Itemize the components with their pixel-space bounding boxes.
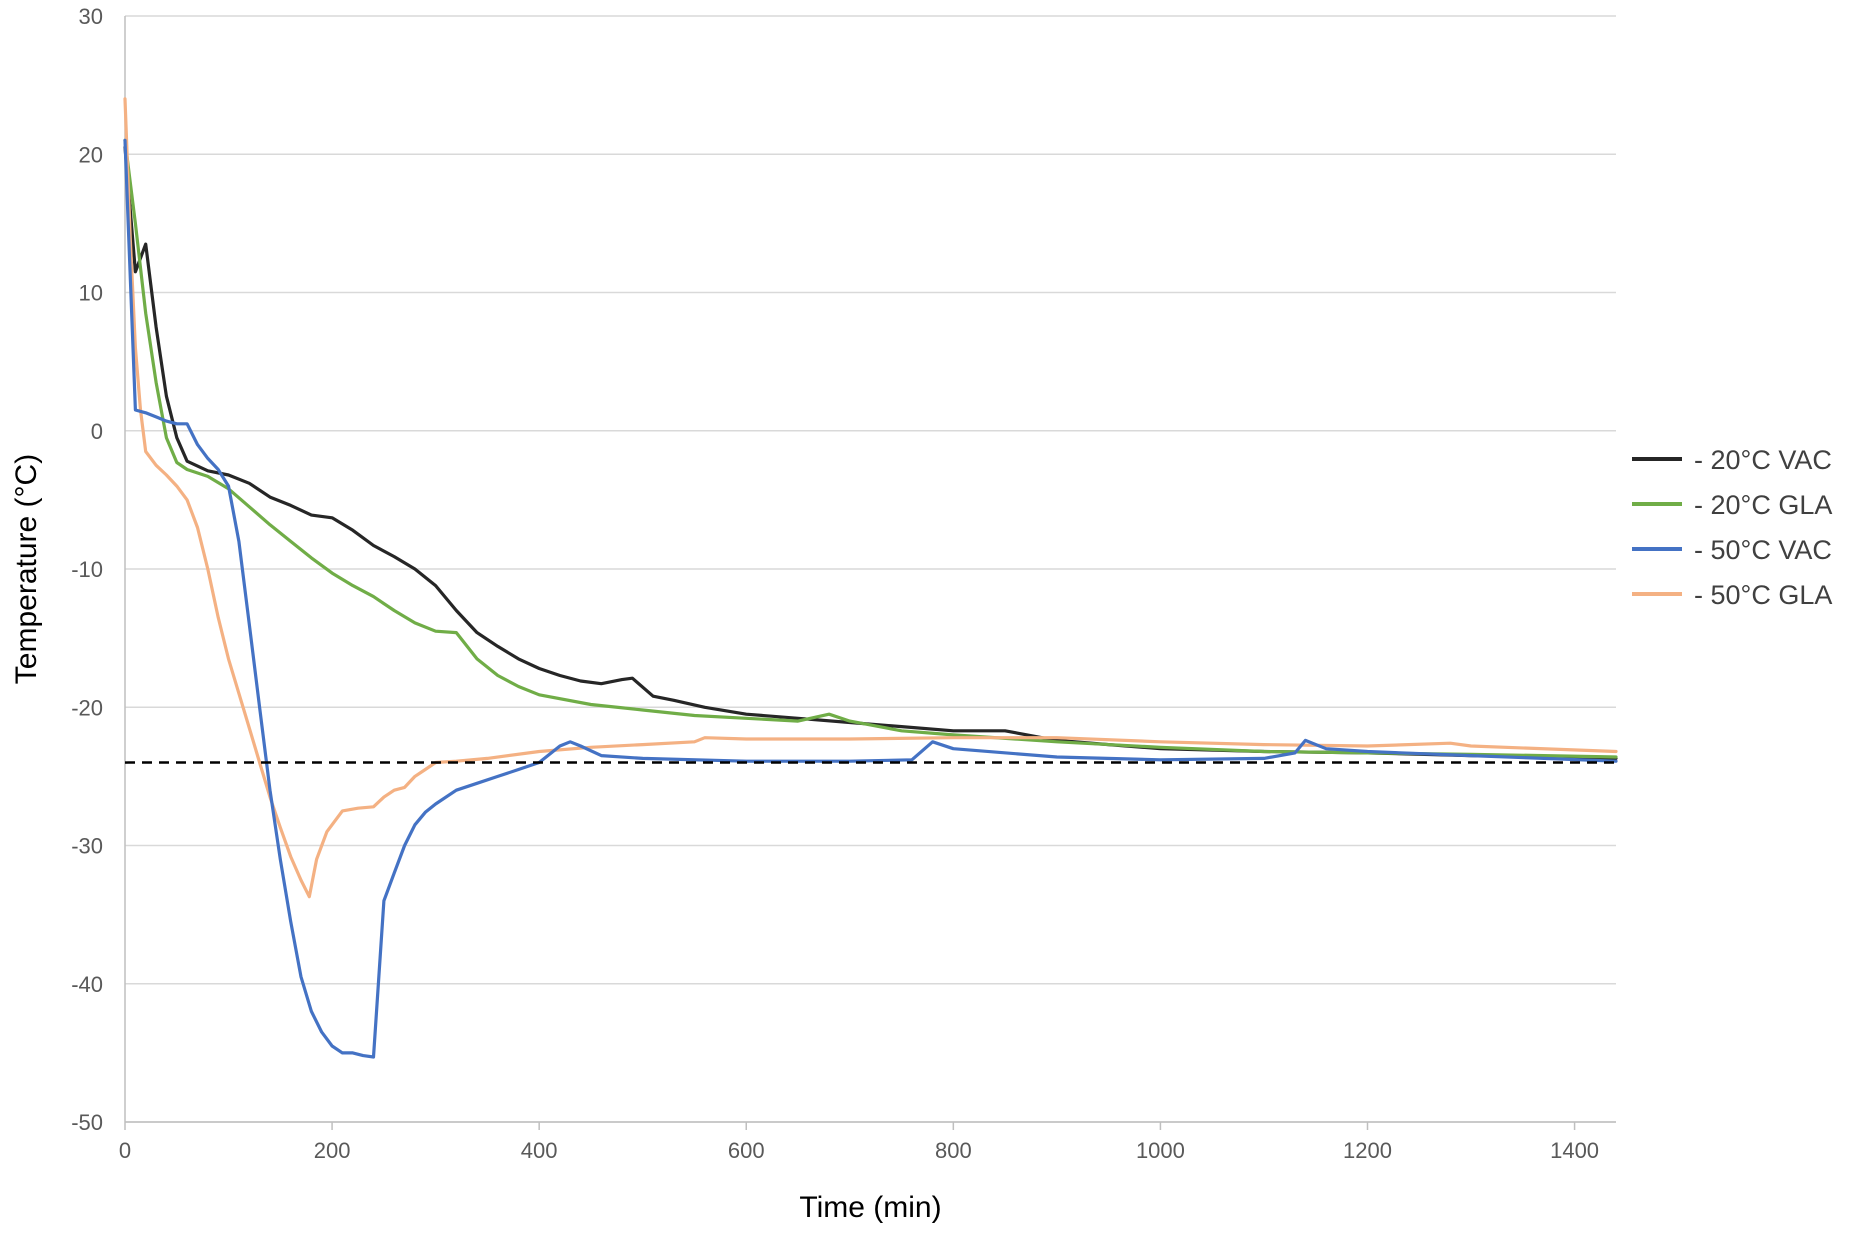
x-tick-label: 0 <box>119 1138 131 1163</box>
y-tick-label: -20 <box>71 695 103 720</box>
x-tick-label: 1200 <box>1343 1138 1392 1163</box>
y-tick-label: 30 <box>79 4 103 29</box>
legend-entry: - 20°C GLA <box>1694 490 1832 520</box>
axes <box>124 16 1616 1130</box>
y-tick-label: -50 <box>71 1110 103 1135</box>
x-axis-ticks: 0 200 400 600 800 1000 1200 1400 <box>119 1138 1599 1163</box>
y-axis-ticks: 30 20 10 0 -10 -20 -30 -40 -50 <box>71 4 103 1135</box>
legend-entry: - 50°C GLA <box>1694 580 1832 610</box>
x-tick-label: 400 <box>521 1138 558 1163</box>
y-tick-label: -40 <box>71 972 103 997</box>
gridlines <box>125 15 1616 1123</box>
series-line-3 <box>123 138 1618 1059</box>
legend-entry: - 20°C VAC <box>1694 445 1832 475</box>
x-tick-label: 800 <box>935 1138 972 1163</box>
x-tick-label: 600 <box>728 1138 765 1163</box>
y-tick-label: 20 <box>79 142 103 167</box>
x-tick-label: 200 <box>314 1138 351 1163</box>
x-axis-title: Time (min) <box>799 1191 941 1224</box>
legend: - 20°C VAC - 20°C GLA - 50°C VAC - 50°C GLA <box>1632 445 1832 610</box>
y-tick-label: -30 <box>71 834 103 859</box>
x-tick-label: 1000 <box>1136 1138 1185 1163</box>
x-tick-label: 1400 <box>1550 1138 1599 1163</box>
series-line-4 <box>123 97 1618 899</box>
y-tick-label: 10 <box>79 281 103 306</box>
series-lines <box>123 97 1618 1059</box>
y-tick-label: -10 <box>71 557 103 582</box>
legend-entry: - 50°C VAC <box>1694 535 1832 565</box>
y-axis-title: Temperature (°C) <box>10 454 43 684</box>
series-line-2 <box>123 138 1618 759</box>
y-tick-label: 0 <box>91 419 103 444</box>
series-line-1 <box>123 145 1618 761</box>
